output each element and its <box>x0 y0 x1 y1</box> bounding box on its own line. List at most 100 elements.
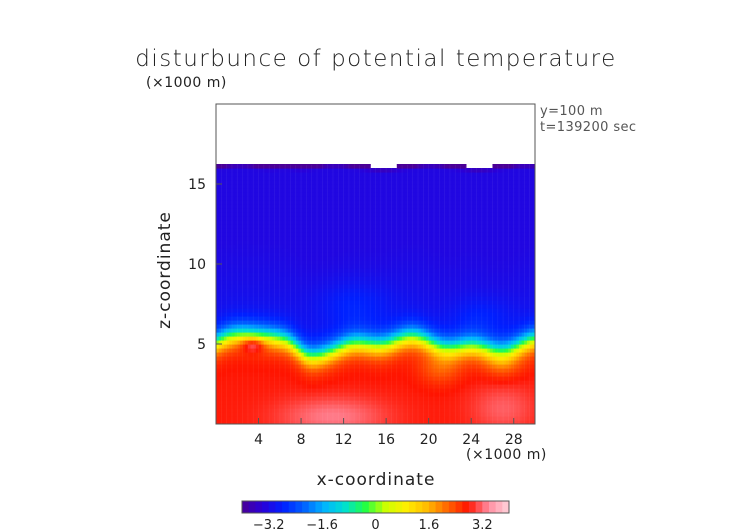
heatmap-cell <box>317 328 321 333</box>
heatmap-cell <box>375 360 379 365</box>
heatmap-cell <box>359 240 363 245</box>
heatmap-cell <box>335 236 339 241</box>
heatmap-cell <box>370 236 374 241</box>
heatmap-cell <box>415 164 419 169</box>
heatmap-cell <box>263 244 268 249</box>
heatmap-cell <box>274 320 278 325</box>
heatmap-cell <box>362 164 366 169</box>
heatmap-cell <box>216 208 220 213</box>
heatmap-cell <box>372 256 377 261</box>
heatmap-cell <box>370 180 374 185</box>
heatmap-cell <box>293 300 297 305</box>
heatmap-cell <box>364 376 369 381</box>
heatmap-cell <box>362 416 366 421</box>
heatmap-cell <box>351 332 355 337</box>
heatmap-cell <box>311 180 315 185</box>
heatmap-cell <box>237 352 241 357</box>
heatmap-cell <box>399 300 403 305</box>
heatmap-cell <box>253 340 257 345</box>
heatmap-cell <box>309 396 313 401</box>
heatmap-cell <box>319 288 323 293</box>
heatmap-cell <box>346 404 350 409</box>
heatmap-cell <box>391 292 395 297</box>
heatmap-cell <box>223 236 228 241</box>
heatmap-cell <box>271 400 276 405</box>
heatmap-cell <box>258 400 262 405</box>
heatmap-cell <box>311 240 315 245</box>
heatmap-cell <box>237 404 241 409</box>
heatmap-cell <box>293 248 297 253</box>
heatmap-cell <box>234 420 238 424</box>
heatmap-cell <box>306 420 310 424</box>
heatmap-cell <box>322 408 326 413</box>
heatmap-cell <box>418 260 422 265</box>
heatmap-cell <box>216 296 220 301</box>
heatmap-cell <box>402 216 406 221</box>
heatmap-cell <box>327 336 331 341</box>
heatmap-cell <box>367 284 371 289</box>
heatmap-cell <box>370 256 374 261</box>
heatmap-cell <box>399 320 403 325</box>
heatmap-cell <box>285 180 289 185</box>
heatmap-cell <box>319 228 323 233</box>
heatmap-cell <box>250 408 254 413</box>
heatmap-cell <box>258 352 262 357</box>
heatmap-cell <box>415 400 419 405</box>
heatmap-cell <box>314 316 318 321</box>
heatmap-cell <box>218 280 222 285</box>
heatmap-cell <box>303 252 307 257</box>
heatmap-cell <box>287 300 292 305</box>
heatmap-cell <box>364 316 369 321</box>
heatmap-cell <box>263 284 268 289</box>
heatmap-cell <box>242 228 246 233</box>
heatmap-cell <box>216 280 220 285</box>
heatmap-cell <box>386 352 390 357</box>
heatmap-cell <box>293 264 297 269</box>
heatmap-cell <box>277 204 281 209</box>
heatmap-cell <box>261 324 265 329</box>
heatmap-cell <box>226 292 230 297</box>
heatmap-cell <box>237 248 241 253</box>
heatmap-cell <box>295 208 300 213</box>
heatmap-cell <box>380 332 385 337</box>
heatmap-cell <box>351 408 355 413</box>
heatmap-cell <box>239 228 244 233</box>
heatmap-cell <box>221 192 225 197</box>
heatmap-cell <box>295 276 300 281</box>
heatmap-cell <box>295 272 300 277</box>
heatmap-cell <box>354 292 358 297</box>
heatmap-cell <box>380 316 385 321</box>
heatmap-cell <box>388 380 393 385</box>
heatmap-cell <box>303 372 307 377</box>
heatmap-cell <box>335 240 339 245</box>
heatmap-cell <box>418 416 422 421</box>
heatmap-cell <box>367 372 371 377</box>
heatmap-cell <box>367 192 371 197</box>
heatmap-cell <box>370 404 374 409</box>
heatmap-cell <box>218 180 222 185</box>
heatmap-cell <box>383 340 387 345</box>
heatmap-cell <box>311 200 315 205</box>
heatmap-cell <box>293 252 297 257</box>
heatmap-cell <box>388 192 393 197</box>
heatmap-cell <box>418 348 422 353</box>
heatmap-cell <box>370 184 374 189</box>
heatmap-cell <box>290 256 294 261</box>
heatmap-cell <box>237 384 241 389</box>
heatmap-cell <box>317 344 321 349</box>
heatmap-cell <box>216 248 220 253</box>
heatmap-cell <box>234 404 238 409</box>
heatmap-cell <box>407 304 411 309</box>
heatmap-cell <box>335 352 339 357</box>
heatmap-cell <box>303 248 307 253</box>
heatmap-cell <box>271 248 276 253</box>
heatmap-cell <box>330 224 334 229</box>
heatmap-cell <box>380 304 385 309</box>
heatmap-cell <box>216 168 220 173</box>
heatmap-cell <box>293 388 297 393</box>
heatmap-cell <box>351 280 355 285</box>
heatmap-cell <box>290 300 294 305</box>
heatmap-cell <box>277 292 281 297</box>
heatmap-cell <box>303 288 307 293</box>
heatmap-cell <box>311 384 315 389</box>
